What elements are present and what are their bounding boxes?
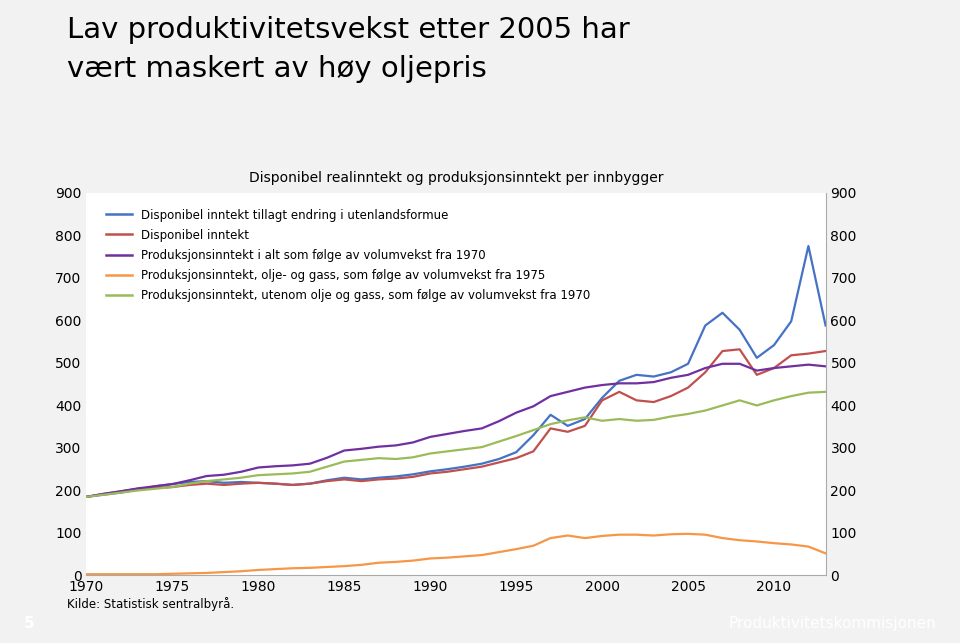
Legend: Disponibel inntekt tillagt endring i utenlandsformue, Disponibel inntekt, Produk: Disponibel inntekt tillagt endring i ute…: [100, 203, 596, 308]
Text: 5: 5: [24, 615, 35, 631]
Text: vært maskert av høy oljepris: vært maskert av høy oljepris: [67, 55, 487, 83]
Title: Disponibel realinntekt og produksjonsinntekt per innbygger: Disponibel realinntekt og produksjonsinn…: [249, 171, 663, 185]
Text: Kilde: Statistisk sentralbyrå.: Kilde: Statistisk sentralbyrå.: [67, 597, 234, 611]
Text: Lav produktivitetsvekst etter 2005 har: Lav produktivitetsvekst etter 2005 har: [67, 16, 630, 44]
Text: Produktivitetskommisjonen: Produktivitetskommisjonen: [729, 615, 936, 631]
